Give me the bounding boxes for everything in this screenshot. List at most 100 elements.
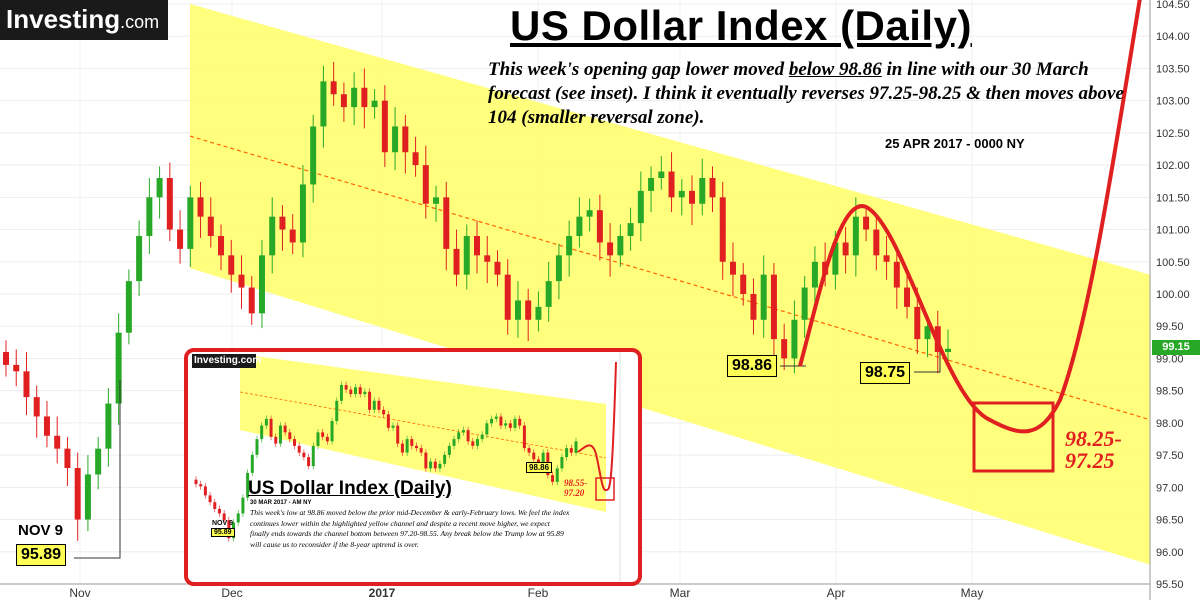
inset-channel <box>240 354 606 512</box>
y-tick-label: 100.00 <box>1156 289 1190 301</box>
candle-body <box>23 371 30 398</box>
inset-candle-body <box>508 423 512 428</box>
reversal-zone-label: 98.25- 97.25 <box>1065 428 1122 472</box>
inset-logo: Investing.com <box>192 354 262 368</box>
candle-body <box>443 197 450 249</box>
candle-body <box>310 126 317 185</box>
note-date: 25 APR 2017 - 0000 NY <box>885 136 1025 151</box>
candle-body <box>658 171 665 178</box>
candle-body <box>64 448 71 468</box>
candle-body <box>95 448 102 475</box>
nov9-value-tag: 95.89 <box>16 544 67 566</box>
candle-body <box>474 236 480 256</box>
inset-candle-body <box>494 416 498 419</box>
inset-candle-body <box>368 391 372 410</box>
inset-candle-body <box>466 430 470 442</box>
candle-body <box>555 255 562 282</box>
candle-body <box>842 242 849 256</box>
candle-body <box>43 416 50 436</box>
projection-path <box>798 0 1142 434</box>
inset-candle-body <box>410 439 414 446</box>
candle-body <box>13 364 20 372</box>
candle-body <box>648 178 655 191</box>
y-tick-label: 97.00 <box>1156 482 1184 494</box>
candle-body <box>340 94 347 108</box>
inset-candle-body <box>335 400 339 422</box>
inset-candle-body <box>555 468 559 482</box>
x-tick-label: Apr <box>827 586 846 600</box>
current-price-badge: 99.15 <box>1152 340 1200 355</box>
y-tick-label: 99.00 <box>1156 353 1184 365</box>
inset-zone-line-1: 98.55- <box>564 478 588 488</box>
candle-body <box>402 126 409 153</box>
inset-candle-body <box>344 385 348 390</box>
candle-body <box>535 306 542 320</box>
inset-candle-body <box>452 439 456 446</box>
candle-body <box>412 152 419 166</box>
candle-body <box>156 178 163 198</box>
chart-title: US Dollar Index (Daily) <box>510 2 972 49</box>
candle-body <box>187 197 194 249</box>
inset-candle-body <box>194 479 198 485</box>
inset-candle-body <box>541 452 545 469</box>
candle-body <box>197 197 204 217</box>
inset-candle-body <box>278 425 282 444</box>
low2-leader <box>914 352 941 373</box>
inset-candle-body <box>260 425 264 440</box>
analysis-note: This week's opening gap lower moved belo… <box>488 58 1128 130</box>
note-part-1: This week's opening gap lower moved <box>488 59 789 80</box>
x-tick-label: Nov <box>69 586 90 600</box>
candle-body <box>545 281 552 307</box>
candle-body <box>228 255 235 275</box>
y-tick-label: 101.00 <box>1156 225 1190 237</box>
y-tick-label: 104.00 <box>1156 31 1190 43</box>
inset-candle-body <box>386 414 390 428</box>
inset-candle-body <box>532 452 536 460</box>
candle-body <box>433 197 440 204</box>
inset-nov9-label: NOV 9 <box>212 520 234 527</box>
inset-candle-body <box>283 425 287 433</box>
y-tick-label: 96.00 <box>1156 547 1184 559</box>
inset-candle-body <box>316 432 320 446</box>
inset-candle-body <box>391 425 395 428</box>
candle-body <box>576 216 583 236</box>
inset-candle-body <box>485 423 489 435</box>
y-tick-label: 101.50 <box>1156 192 1190 204</box>
candle-body <box>689 190 696 204</box>
nov9-leader <box>74 380 121 559</box>
inset-candle-body <box>513 418 517 428</box>
y-tick-label: 104.50 <box>1156 0 1190 11</box>
inset-candle-body <box>438 463 442 469</box>
inset-candle-body <box>480 434 484 440</box>
candle-body <box>883 255 890 262</box>
inset-zone-line-2: 97.20 <box>564 488 585 498</box>
candle-body <box>709 178 716 198</box>
candle-body <box>873 229 880 256</box>
inset-zone-box <box>595 477 615 501</box>
candle-body <box>791 319 798 359</box>
candle-body <box>586 210 593 217</box>
y-tick-label: 100.50 <box>1156 257 1190 269</box>
inset-candle-body <box>264 418 268 426</box>
inset-candle-body <box>236 513 240 523</box>
candle-body <box>904 287 911 307</box>
logo-suffix: .com <box>120 12 160 32</box>
candle-body <box>811 261 818 288</box>
inset-candle-body <box>302 452 306 458</box>
y-tick-label: 102.50 <box>1156 128 1190 140</box>
investing-logo: Investing.com <box>0 0 168 40</box>
candle-body <box>453 248 460 275</box>
candle-body <box>781 339 788 359</box>
candle-body <box>177 229 184 249</box>
candle-body <box>863 216 870 230</box>
inset-candle-body <box>213 502 217 509</box>
candle-body <box>218 236 225 256</box>
inset-candle-body <box>311 445 315 467</box>
candle-body <box>381 100 388 153</box>
candle-body <box>719 197 726 262</box>
candle-body <box>392 126 399 153</box>
inset-candle-body <box>522 425 526 449</box>
y-tick-label: 98.50 <box>1156 386 1184 398</box>
candle-body <box>3 352 9 365</box>
inset-candle-body <box>518 418 522 426</box>
